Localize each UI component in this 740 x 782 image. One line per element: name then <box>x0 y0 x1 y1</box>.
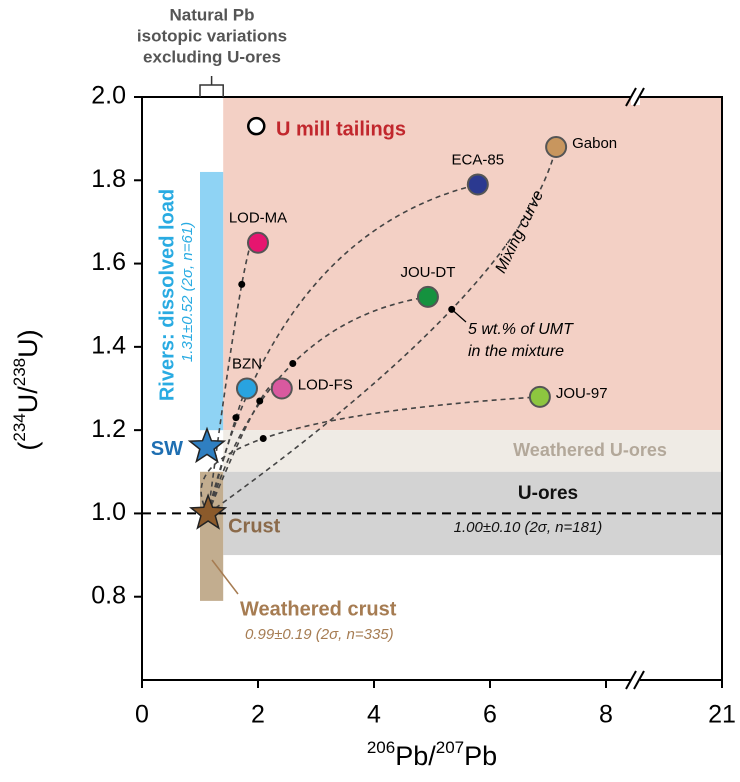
y-tick-label: 1.4 <box>91 331 126 359</box>
sample-label: LOD-FS <box>298 376 353 393</box>
y-axis-label: (234U/238U) <box>10 329 43 450</box>
sample-label: LOD-MA <box>229 210 287 227</box>
x-tick-label: 21 <box>708 701 736 729</box>
star-label: SW <box>151 438 183 460</box>
y-axis-label-part: 234 <box>10 413 29 441</box>
sample-label: BZN <box>232 355 262 372</box>
sample-point <box>416 285 439 308</box>
y-tick-label: 1.8 <box>91 165 126 193</box>
region-label: Weathered U-ores <box>513 440 667 460</box>
y-tick-label: 1.6 <box>91 248 126 276</box>
mixing-point <box>289 360 297 368</box>
bracket-label: Natural Pb <box>169 5 254 24</box>
sample-point <box>528 385 551 408</box>
axis-break-gap <box>631 89 640 105</box>
y-tick-label: 0.8 <box>91 581 126 609</box>
x-tick-label: 2 <box>251 701 265 729</box>
plot-frame <box>141 96 723 681</box>
sample-label: Gabon <box>572 135 617 152</box>
x-tick-label: 4 <box>367 701 381 729</box>
sample-point <box>247 231 269 254</box>
axis-break-gap <box>631 672 640 688</box>
x-axis-label-part: 206 <box>367 738 395 757</box>
axis-break <box>633 87 645 107</box>
region <box>223 430 722 472</box>
x-axis-label-part: 207 <box>436 738 464 757</box>
mixing-point <box>256 397 264 405</box>
y-tick-label: 1.0 <box>91 498 126 526</box>
region-label: U-ores <box>518 483 578 504</box>
x-tick-label: 8 <box>599 701 613 729</box>
leader <box>451 308 467 323</box>
axis-break <box>625 87 637 107</box>
mixing-point <box>259 434 267 442</box>
mixing-point <box>238 280 246 288</box>
bracket-label: isotopic variations <box>137 26 287 45</box>
x-tick-label: 0 <box>135 701 149 729</box>
sample-label: JOU-97 <box>556 385 608 402</box>
y-axis-label-part: 238 <box>10 358 29 386</box>
sample-point <box>270 377 293 400</box>
star-marker <box>187 426 227 464</box>
annotation: 5 wt.% of UMT <box>468 321 574 338</box>
y-axis-label-part: ( <box>13 442 43 451</box>
region-label: U mill tailings <box>276 118 406 140</box>
region-note: 1.00±0.10 (2σ, n=181) <box>454 519 603 536</box>
axis-break <box>625 670 637 690</box>
mixing-point <box>232 414 240 422</box>
sample-point <box>466 173 489 196</box>
star-marker <box>188 493 228 530</box>
tailings-marker <box>247 116 266 136</box>
axis-break <box>633 670 645 690</box>
sample-point <box>545 135 568 158</box>
region-label: Weathered crust <box>240 598 397 620</box>
x-tick-label: 6 <box>483 701 497 729</box>
annotation: in the mixture <box>468 343 564 360</box>
region-note: 0.99±0.19 (2σ, n=335) <box>245 626 394 643</box>
region <box>223 97 722 431</box>
x-axis-label-part: Pb/ <box>395 741 436 771</box>
region <box>200 171 224 431</box>
y-axis-label-part: U/ <box>13 386 43 413</box>
sample-label: JOU-DT <box>400 264 455 281</box>
bracket-label: excluding U-ores <box>143 47 281 66</box>
region-label: Rivers: dissolved load <box>156 189 178 401</box>
y-axis-label-part: U) <box>13 329 43 358</box>
star-label: Crust <box>228 516 281 538</box>
x-axis-label: 206Pb/207Pb <box>367 738 497 771</box>
leader <box>211 559 239 595</box>
y-tick-label: 2.0 <box>91 82 126 110</box>
region-note: 1.31±0.52 (2σ, n=61) <box>179 222 196 362</box>
sample-point <box>235 377 258 400</box>
bracket <box>199 76 224 97</box>
y-tick-label: 1.2 <box>91 415 126 443</box>
x-axis-label-part: Pb <box>464 741 497 771</box>
sample-label: ECA-85 <box>452 151 505 168</box>
